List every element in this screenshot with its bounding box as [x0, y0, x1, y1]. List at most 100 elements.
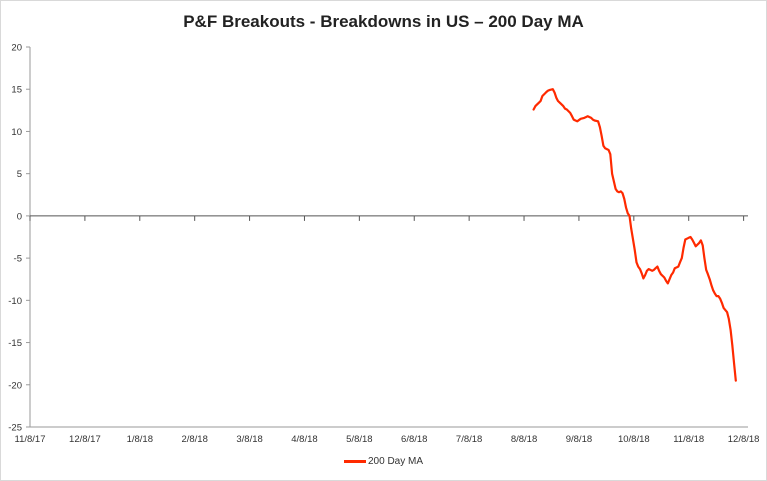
- data-point: [721, 302, 723, 304]
- data-point: [532, 108, 535, 111]
- data-point: [649, 269, 652, 271]
- data-point: [717, 295, 720, 297]
- data-point: [611, 172, 613, 175]
- data-point: [627, 212, 629, 215]
- series-line-200-day-ma: [532, 88, 737, 382]
- data-point: [693, 242, 695, 244]
- data-point: [658, 270, 660, 272]
- data-point: [674, 267, 676, 270]
- data-point: [656, 265, 659, 268]
- y-tick-label: 10: [11, 127, 22, 138]
- data-point: [694, 245, 697, 248]
- data-point: [583, 117, 585, 119]
- data-point: [703, 257, 706, 259]
- data-point: [684, 238, 687, 241]
- data-point: [607, 149, 610, 151]
- data-point: [733, 362, 735, 365]
- x-tick-label: 11/8/17: [15, 434, 46, 445]
- y-tick-label: -10: [8, 296, 22, 307]
- x-tick-label: 8/8/18: [511, 434, 537, 445]
- x-tick-label: 2/8/18: [181, 434, 207, 445]
- y-tick-label: 15: [11, 85, 22, 96]
- data-point: [665, 280, 667, 282]
- x-tick-label: 7/8/18: [456, 434, 482, 445]
- y-tick-label: -20: [8, 380, 22, 391]
- data-point: [633, 248, 636, 251]
- data-point: [729, 329, 732, 331]
- data-point: [722, 307, 725, 309]
- data-point: [689, 236, 692, 238]
- data-point: [715, 295, 718, 297]
- y-tick-label: 0: [17, 211, 22, 222]
- x-tick-label: 1/8/18: [127, 434, 153, 445]
- data-point: [712, 289, 714, 292]
- data-point: [552, 88, 554, 90]
- data-point: [564, 107, 566, 110]
- data-point: [571, 115, 573, 117]
- data-point: [602, 145, 605, 147]
- x-tick-label: 6/8/18: [401, 434, 427, 445]
- data-point: [618, 191, 620, 193]
- data-point: [590, 117, 592, 119]
- data-point: [635, 261, 638, 264]
- x-tick-label: 11/8/18: [673, 434, 704, 445]
- data-point: [726, 311, 728, 314]
- data-point: [714, 292, 716, 295]
- data-point: [705, 269, 707, 271]
- data-point: [651, 270, 653, 272]
- x-tick-label: 10/8/18: [618, 434, 650, 445]
- data-point: [640, 272, 643, 275]
- data-point: [597, 120, 599, 123]
- x-tick-label: 4/8/18: [291, 434, 317, 445]
- data-point: [623, 198, 626, 200]
- data-point: [576, 120, 578, 123]
- legend-label-200-day-ma: 200 Day MA: [367, 456, 424, 467]
- x-tick-label: 9/8/18: [566, 434, 592, 445]
- data-point: [557, 100, 559, 102]
- chart-title: P&F Breakouts - Breakdowns in US – 200 D…: [183, 12, 584, 31]
- data-point: [600, 134, 603, 137]
- data-point: [677, 265, 680, 268]
- data-point: [667, 282, 669, 285]
- data-point: [609, 153, 612, 155]
- data-point: [698, 242, 700, 244]
- data-point: [541, 95, 544, 97]
- data-point: [707, 273, 709, 276]
- data-point: [555, 96, 558, 99]
- data-point: [654, 267, 657, 270]
- data-point: [644, 274, 646, 276]
- data-point: [620, 190, 622, 193]
- data-point: [630, 227, 632, 230]
- data-point: [735, 379, 737, 382]
- data-point: [637, 265, 639, 268]
- data-point: [728, 318, 730, 320]
- data-point: [670, 274, 673, 276]
- data-point: [679, 261, 681, 264]
- data-point: [585, 116, 587, 118]
- data-point: [642, 277, 645, 280]
- data-point: [593, 119, 596, 122]
- data-point: [579, 118, 582, 120]
- data-point: [701, 244, 704, 247]
- data-point: [708, 278, 711, 281]
- data-point: [647, 268, 650, 270]
- data-point: [592, 118, 594, 121]
- data-point: [538, 101, 540, 104]
- data-point: [569, 112, 571, 114]
- data-point: [672, 271, 674, 274]
- data-point: [710, 284, 713, 286]
- data-point: [621, 192, 624, 194]
- data-point: [663, 276, 666, 279]
- data-point: [691, 238, 693, 241]
- data-point: [639, 268, 641, 270]
- data-point: [660, 273, 662, 276]
- legend: 200 Day MA: [0, 456, 767, 467]
- data-point: [586, 115, 589, 117]
- data-point: [539, 100, 542, 102]
- data-point: [545, 91, 547, 94]
- x-tick-label: 5/8/18: [346, 434, 372, 445]
- data-point: [681, 257, 683, 259]
- data-point: [625, 206, 627, 209]
